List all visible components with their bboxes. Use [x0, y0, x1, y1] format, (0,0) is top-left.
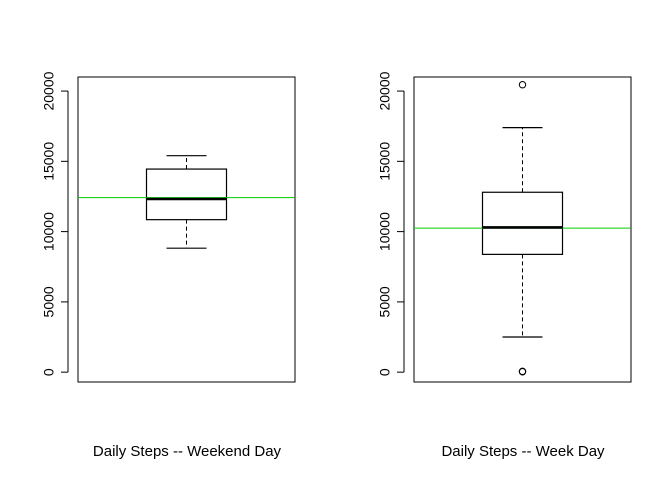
y-tick-label: 5000: [41, 286, 57, 317]
y-tick-label: 15000: [377, 142, 393, 181]
y-tick-label: 10000: [377, 212, 393, 251]
y-tick-label: 5000: [377, 286, 393, 317]
y-tick-label: 10000: [41, 212, 57, 251]
iqr-box: [145, 168, 228, 221]
y-tick-label: 20000: [377, 71, 393, 110]
y-tick-label: 0: [41, 368, 57, 376]
plot-frame: [77, 76, 296, 383]
outlier-point: [518, 81, 527, 89]
outlier-point: [518, 367, 527, 376]
weekday-boxplot-panel: 0 5000 10000 15000 20000 Daily Steps -- Week …: [377, 71, 632, 460]
x-axis-label: Daily Steps -- Weekend Day: [93, 443, 282, 460]
iqr-box: [481, 191, 564, 255]
x-axis-label: Daily Steps -- Week Day: [441, 443, 605, 460]
weekend-boxplot-panel: 0 5000 10000 15000 20000 Daily Steps -- Weeke…: [41, 71, 296, 460]
plot-frame: [413, 76, 632, 383]
y-tick-label: 0: [377, 368, 393, 376]
y-tick-label: 20000: [41, 71, 57, 110]
y-tick-label: 15000: [41, 142, 57, 181]
